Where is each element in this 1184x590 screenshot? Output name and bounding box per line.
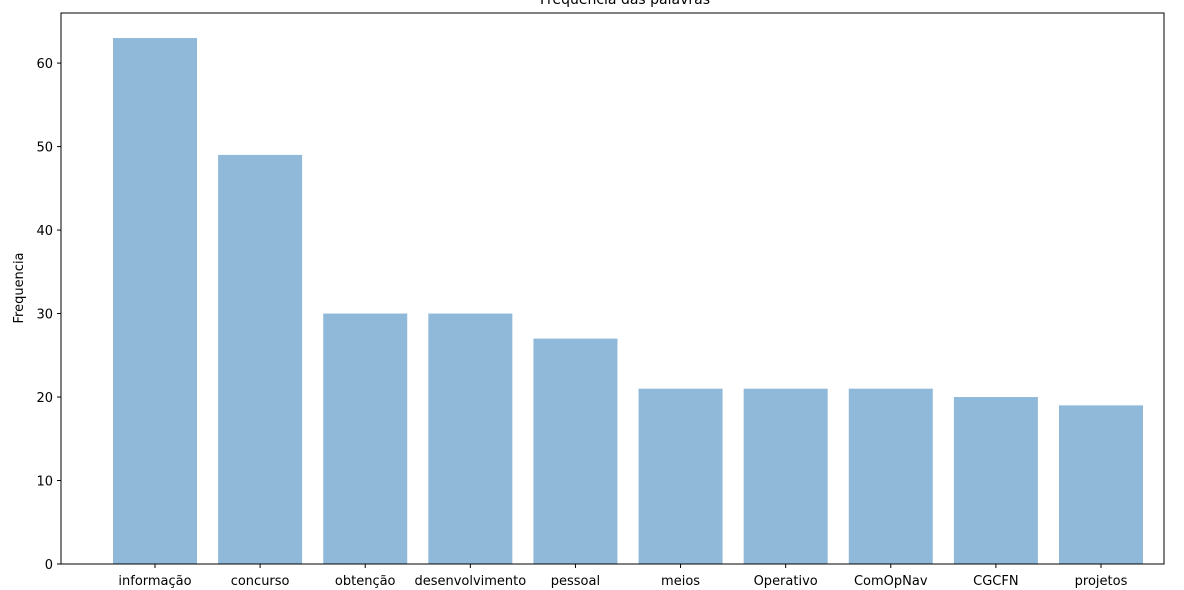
y-tick-label: 50 (36, 141, 53, 156)
x-tick-label: Operativo (754, 574, 818, 589)
bar-4 (533, 338, 618, 564)
bar-8 (953, 397, 1038, 564)
bars-group (113, 38, 1143, 564)
x-tick-label: pessoal (551, 574, 600, 589)
x-tick-label: ComOpNav (854, 574, 928, 589)
y-tick-label: 20 (36, 391, 53, 406)
x-tick-label: projetos (1075, 574, 1128, 589)
bar-0 (113, 38, 197, 564)
x-tick-label: informação (118, 574, 191, 589)
y-tick-label: 0 (45, 558, 53, 573)
bar-2 (323, 313, 408, 564)
x-tick-label: CGCFN (973, 574, 1018, 589)
bar-9 (1059, 405, 1143, 564)
x-tick-label: desenvolvimento (414, 574, 526, 589)
plot-frame (60, 12, 1165, 565)
x-tick-label: concurso (231, 574, 290, 589)
y-tick-label: 60 (36, 57, 53, 72)
chart-title: Frequencia das palavras (540, 0, 710, 8)
y-tick-label: 10 (36, 475, 53, 490)
bar-3 (428, 313, 513, 564)
bar-5 (638, 388, 723, 564)
y-axis-label: Frequencia (12, 252, 27, 323)
bar-1 (218, 154, 303, 564)
bar-6 (743, 388, 828, 564)
bar-7 (848, 388, 933, 564)
x-tick-label: meios (661, 574, 700, 589)
y-tick-label: 30 (36, 308, 53, 323)
x-tick-label: obtenção (335, 574, 396, 589)
y-tick-label: 40 (36, 224, 53, 239)
ticks-group: informação concurso obtenção desenvolviment… (36, 57, 1127, 589)
